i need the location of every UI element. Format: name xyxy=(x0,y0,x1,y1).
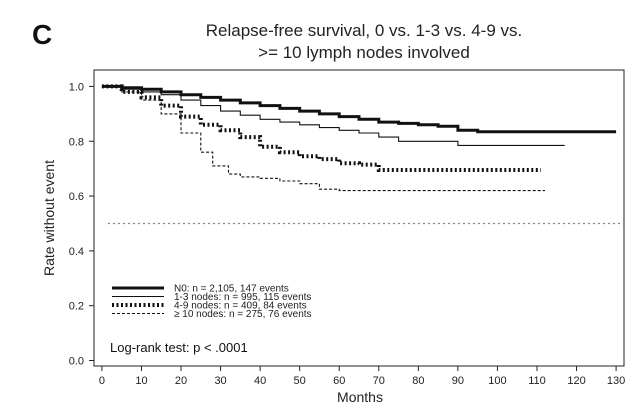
x-tick-label: 30 xyxy=(214,375,226,387)
legend-label-1: N0: n = 2,105, 147 events xyxy=(174,284,289,295)
x-tick-label: 80 xyxy=(412,375,424,387)
x-tick-label: 50 xyxy=(294,375,306,387)
x-tick-label: 40 xyxy=(254,375,266,387)
series-line-3 xyxy=(101,84,541,172)
x-tick-label: 10 xyxy=(135,375,147,387)
panel-letter: C xyxy=(32,19,52,50)
x-tick-label: 70 xyxy=(373,375,385,387)
x-tick-label: 130 xyxy=(607,375,625,387)
chart-title-line1: Relapse-free survival, 0 vs. 1-3 vs. 4-9… xyxy=(206,21,523,40)
x-axis-label: Months xyxy=(337,389,383,405)
y-tick-label: 0.0 xyxy=(69,356,84,368)
chart-title-line2: >= 10 lymph nodes involved xyxy=(258,43,470,62)
y-axis-label: Rate without event xyxy=(41,160,57,276)
x-tick-label: 60 xyxy=(333,375,345,387)
y-tick-label: 0.8 xyxy=(69,136,84,148)
series-line-2 xyxy=(101,85,565,146)
x-tick-label: 0 xyxy=(99,375,105,387)
y-tick-label: 0.6 xyxy=(69,191,84,203)
y-tick-label: 0.2 xyxy=(69,301,84,313)
legend-label-3: 4-9 nodes: n = 409, 84 events xyxy=(174,301,307,312)
series-line-4 xyxy=(101,85,545,192)
x-tick-label: 20 xyxy=(175,375,187,387)
x-tick-label: 120 xyxy=(567,375,585,387)
logrank-annotation: Log-rank test: p < .0001 xyxy=(110,340,248,355)
legend-label-4: ≥ 10 nodes: n = 275, 76 events xyxy=(174,309,312,320)
legend-label-2: 1-3 nodes: n = 995, 115 events xyxy=(174,292,311,303)
x-tick-label: 100 xyxy=(488,375,506,387)
x-tick-label: 110 xyxy=(528,375,546,387)
x-tick-label: 90 xyxy=(452,375,464,387)
y-tick-label: 1.0 xyxy=(69,81,84,93)
plot-frame xyxy=(93,69,625,367)
series-line-1 xyxy=(101,84,617,134)
y-tick-label: 0.4 xyxy=(69,246,84,258)
